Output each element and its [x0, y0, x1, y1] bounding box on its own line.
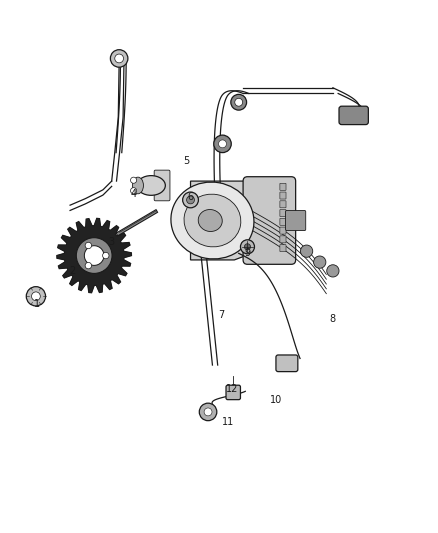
FancyBboxPatch shape — [280, 245, 286, 252]
Ellipse shape — [132, 177, 143, 194]
Circle shape — [244, 244, 251, 250]
Text: 11: 11 — [222, 417, 234, 427]
Text: 6: 6 — [187, 192, 194, 203]
FancyBboxPatch shape — [276, 355, 298, 372]
Text: 10: 10 — [270, 395, 282, 405]
Circle shape — [231, 94, 247, 110]
FancyBboxPatch shape — [280, 209, 286, 216]
Ellipse shape — [171, 182, 254, 259]
Circle shape — [240, 240, 254, 254]
Text: 1: 1 — [34, 298, 40, 309]
FancyBboxPatch shape — [226, 385, 240, 400]
Circle shape — [235, 98, 243, 106]
Circle shape — [204, 408, 212, 416]
Text: 12: 12 — [226, 384, 238, 394]
Circle shape — [85, 243, 92, 249]
Circle shape — [327, 265, 339, 277]
Circle shape — [314, 256, 326, 268]
Polygon shape — [191, 181, 269, 260]
FancyBboxPatch shape — [280, 219, 286, 225]
Circle shape — [300, 245, 313, 257]
FancyBboxPatch shape — [280, 192, 286, 199]
Circle shape — [187, 196, 194, 204]
FancyBboxPatch shape — [339, 106, 368, 125]
Circle shape — [76, 238, 112, 273]
Text: 5: 5 — [183, 156, 189, 166]
Ellipse shape — [184, 194, 241, 247]
Circle shape — [102, 252, 109, 259]
Circle shape — [32, 292, 40, 301]
Ellipse shape — [198, 209, 222, 231]
Circle shape — [115, 54, 124, 63]
Circle shape — [214, 135, 231, 152]
FancyBboxPatch shape — [280, 183, 286, 190]
Circle shape — [199, 403, 217, 421]
FancyBboxPatch shape — [280, 227, 286, 234]
Text: 4: 4 — [131, 189, 137, 199]
Circle shape — [85, 262, 92, 269]
Circle shape — [26, 287, 46, 306]
Text: 2: 2 — [69, 266, 75, 276]
FancyBboxPatch shape — [280, 201, 286, 208]
Text: 7: 7 — [218, 310, 224, 320]
Circle shape — [110, 50, 128, 67]
FancyBboxPatch shape — [280, 236, 286, 243]
Circle shape — [131, 188, 137, 194]
FancyBboxPatch shape — [286, 211, 306, 231]
Circle shape — [131, 177, 137, 183]
Ellipse shape — [137, 175, 166, 195]
FancyBboxPatch shape — [154, 170, 170, 201]
Text: 9: 9 — [244, 248, 251, 259]
FancyBboxPatch shape — [243, 177, 296, 264]
Text: 8: 8 — [330, 314, 336, 324]
Circle shape — [183, 192, 198, 208]
Polygon shape — [57, 219, 131, 293]
Text: 3: 3 — [109, 237, 115, 247]
Circle shape — [219, 140, 226, 148]
Circle shape — [85, 246, 104, 265]
